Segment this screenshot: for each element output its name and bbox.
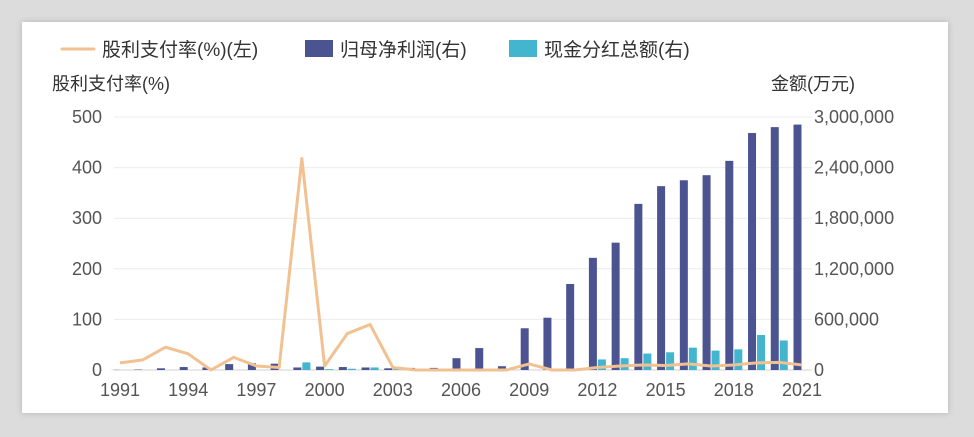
payout-line — [119, 156, 803, 372]
x-tick-label: 2021 — [782, 380, 822, 400]
net-profit-bar — [338, 367, 347, 370]
net-profit-bar — [384, 368, 393, 370]
dividend-bar — [666, 352, 675, 370]
net-profit-bar — [702, 175, 711, 370]
net-profit-bar — [657, 186, 666, 370]
x-tick-label: 1997 — [236, 380, 276, 400]
x-tick-label: 2006 — [441, 380, 481, 400]
right-axis-title: 金额(万元) — [771, 74, 855, 94]
x-tick-label: 2000 — [305, 380, 345, 400]
right-tick-label: 3,000,000 — [814, 107, 894, 127]
net-profit-bar — [566, 283, 575, 370]
dividend-bar — [620, 358, 629, 370]
dividend-bar — [757, 335, 766, 370]
right-tick-label: 600,000 — [814, 309, 879, 329]
axis-labels: 0 0 100 600,000 200 1,200,000 300 1,800,000 400 2… — [52, 74, 894, 400]
x-tick-label: 2009 — [509, 380, 549, 400]
net-profit-bar — [361, 367, 370, 370]
x-tick-label: 2012 — [577, 380, 617, 400]
dividend-bar — [325, 369, 334, 370]
dividend-bar — [711, 350, 720, 370]
x-tick-label: 2018 — [714, 380, 754, 400]
left-tick-label: 300 — [72, 208, 102, 228]
left-tick-label: 500 — [72, 107, 102, 127]
net-profit-bar — [475, 348, 484, 370]
left-tick-label: 100 — [72, 309, 102, 329]
dividend-bar — [643, 353, 652, 370]
net-profit-bar — [679, 180, 688, 370]
legend-label[interactable]: 现金分红总额(右) — [544, 39, 690, 61]
net-profit-bar — [202, 367, 211, 370]
dividend-bar — [779, 340, 788, 370]
net-profit-bar — [247, 363, 256, 370]
dividend-bar — [597, 359, 606, 370]
dividend-chart: 0 0 100 600,000 200 1,200,000 300 1,800,000 400 2… — [52, 39, 894, 400]
net-profit-bar — [452, 358, 461, 370]
dividend-bar — [688, 347, 697, 370]
legend[interactable]: 股利支付率(%)(左) 归母净利润(右) 现金分红总额(右) — [60, 39, 690, 61]
x-tick-label: 2015 — [646, 380, 686, 400]
left-tick-label: 0 — [92, 360, 102, 380]
dividend-bar — [302, 362, 311, 370]
net-profit-bar — [497, 366, 506, 370]
x-tick-label: 2003 — [373, 380, 413, 400]
dividend-bar — [370, 367, 379, 370]
net-profit-bar — [611, 242, 620, 370]
right-tick-label: 1,800,000 — [814, 208, 894, 228]
dividend-bar — [734, 349, 743, 370]
net-profit-bar — [225, 364, 234, 370]
net-profit-bar — [588, 257, 597, 370]
legend-bar-swatch — [509, 40, 537, 57]
dividend-bar — [347, 368, 356, 370]
left-tick-label: 400 — [72, 158, 102, 178]
chart-card: 0 0 100 600,000 200 1,200,000 300 1,800,000 400 2… — [22, 22, 948, 413]
bars — [111, 124, 802, 371]
net-profit-bar — [748, 133, 757, 370]
net-profit-bar — [316, 366, 325, 370]
net-profit-bar — [293, 367, 302, 370]
net-profit-bar — [770, 127, 779, 371]
net-profit-bar — [520, 328, 529, 370]
payout-ratio-line — [119, 156, 803, 372]
legend-label[interactable]: 股利支付率(%)(左) — [102, 39, 258, 61]
net-profit-bar — [179, 367, 188, 370]
left-tick-label: 200 — [72, 259, 102, 279]
x-tick-label: 1994 — [168, 380, 208, 400]
right-tick-label: 2,400,000 — [814, 158, 894, 178]
net-profit-bar — [156, 368, 165, 370]
legend-label[interactable]: 归母净利润(右) — [340, 39, 467, 61]
net-profit-bar — [634, 203, 643, 370]
net-profit-bar — [793, 124, 802, 370]
x-tick-label: 1991 — [100, 380, 140, 400]
net-profit-bar — [725, 160, 734, 370]
left-axis-title: 股利支付率(%) — [52, 74, 170, 94]
legend-bar-swatch — [305, 40, 333, 57]
right-tick-label: 0 — [814, 360, 824, 380]
net-profit-bar — [543, 317, 552, 370]
right-tick-label: 1,200,000 — [814, 259, 894, 279]
